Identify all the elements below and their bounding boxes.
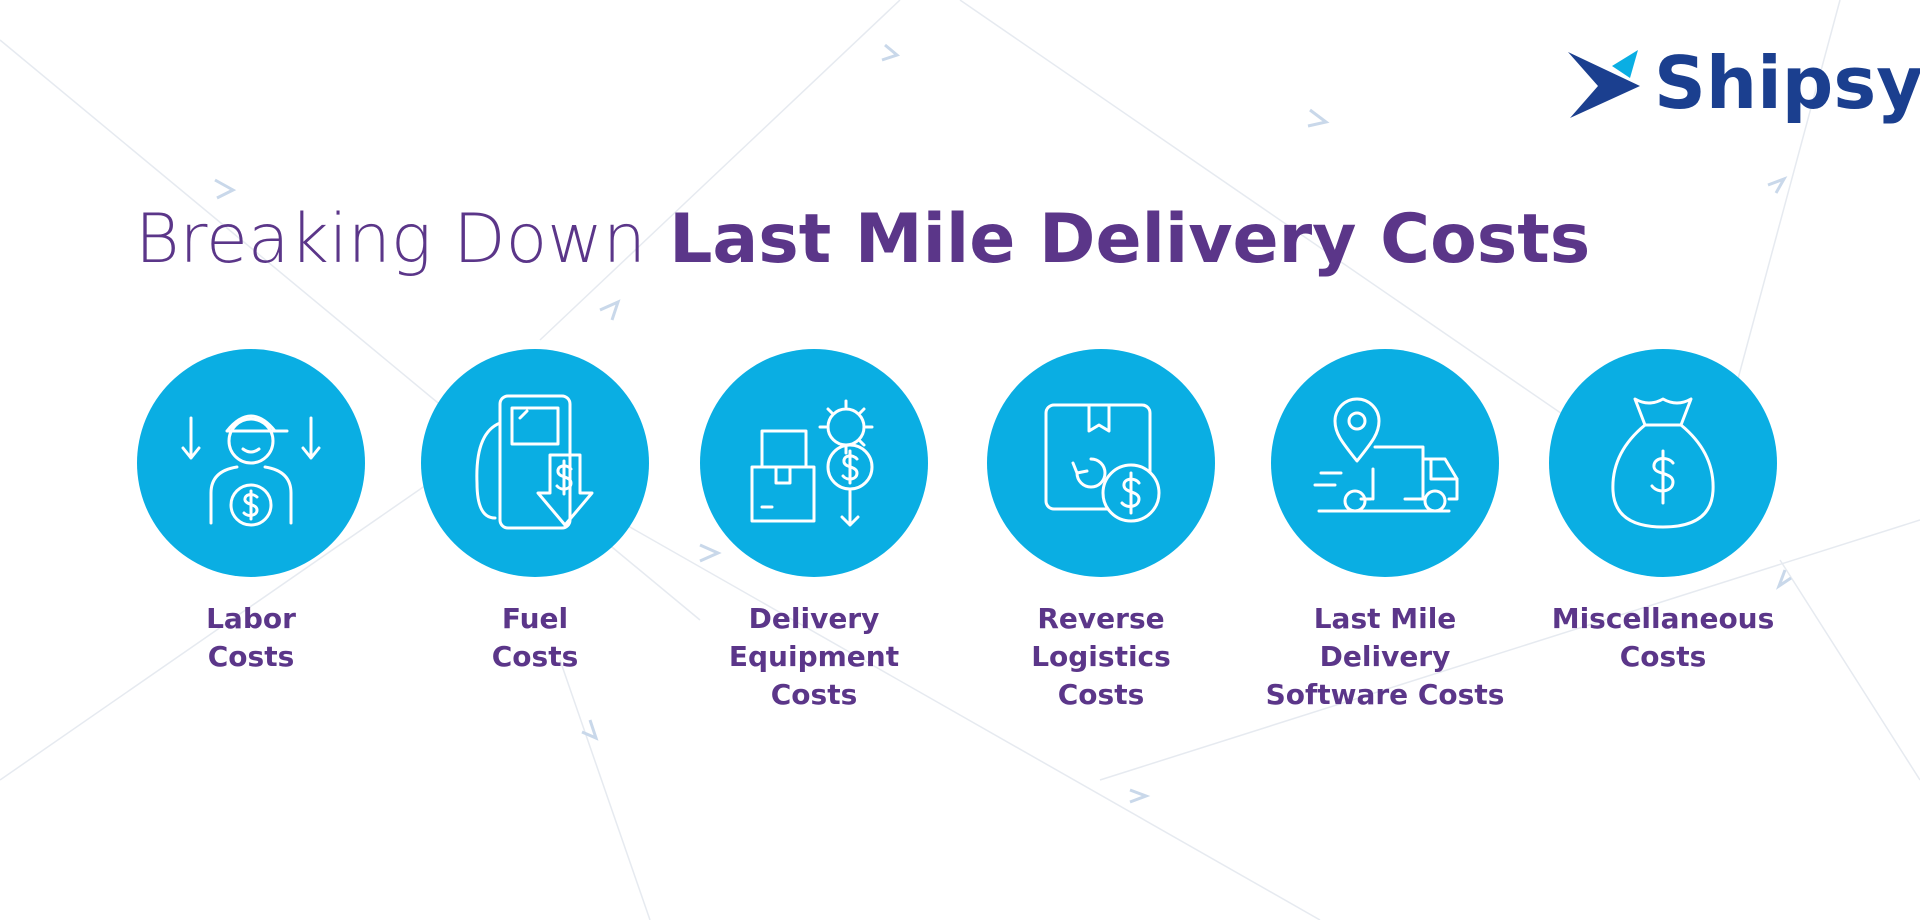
equipment-icon (750, 399, 874, 527)
title: Breaking Down Last Mile Delivery Costs (135, 200, 1590, 279)
brand-name: Shipsy (1654, 41, 1920, 125)
cost-item: Miscellaneous Costs (1549, 349, 1777, 673)
logo: Shipsy (1568, 41, 1920, 125)
title-bold: Last Mile Delivery Costs (669, 200, 1590, 279)
cost-item: Labor Costs (137, 349, 365, 673)
logo-mark (1568, 52, 1640, 118)
icon-circle (1271, 349, 1499, 577)
item-label: Logistics (1031, 640, 1171, 673)
cost-item: Last Mile Delivery Software Costs (1266, 349, 1505, 711)
icon-circle (421, 349, 649, 577)
item-label: Equipment (729, 640, 899, 673)
software-icon (1313, 397, 1459, 513)
cost-item: Delivery Equipment Costs (700, 349, 928, 711)
labor-icon (181, 414, 321, 527)
item-label: Costs (492, 640, 579, 673)
title-light: Breaking Down (135, 200, 646, 279)
item-label: Miscellaneous (1552, 602, 1775, 635)
item-label: Delivery (1320, 640, 1451, 673)
item-label: Costs (1620, 640, 1707, 673)
reverse-icon (1044, 403, 1161, 523)
item-label: Software Costs (1266, 678, 1505, 711)
fuel-icon (475, 394, 594, 530)
cost-item: Reverse Logistics Costs (987, 349, 1215, 711)
item-label: Fuel (502, 602, 568, 635)
item-label: Costs (208, 640, 295, 673)
money-bag-icon (1611, 397, 1715, 529)
logo-mark-tip (1612, 50, 1638, 78)
item-label: Reverse (1037, 602, 1164, 635)
icon-circle (700, 349, 928, 577)
item-label: Labor (206, 602, 296, 635)
item-label: Last Mile (1314, 602, 1457, 635)
item-label: Costs (1058, 678, 1145, 711)
item-label: Costs (771, 678, 858, 711)
cost-item: Fuel Costs (421, 349, 649, 673)
item-label: Delivery (749, 602, 880, 635)
